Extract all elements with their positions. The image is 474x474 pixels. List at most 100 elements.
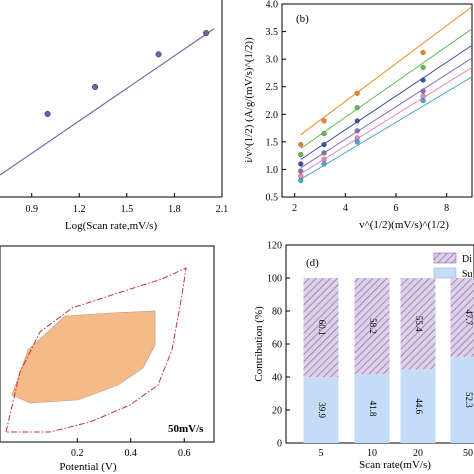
panel-b-y-tick-label: 3.0 [266, 55, 279, 66]
surface-value-label: 52.3 [464, 392, 474, 408]
panel-c-frame [0, 245, 215, 443]
panel-b: (b) 0.5 1.0 1.5 2.0 2.5 3.0 3.5 4.0 2 4 6 8 v^(1/2)… [243, 0, 473, 231]
panel-b-x-label: v^(1/2)(mV/s)^(1/2) [359, 219, 449, 231]
diffusion-value-label: 60.1 [317, 320, 327, 336]
panel-c-x-tick-label: 0.4 [125, 448, 138, 459]
panel-a-fit-line [0, 28, 215, 176]
legend-surface-swatch [433, 267, 457, 279]
panel-b-x-tick-label: 2 [292, 203, 297, 214]
panel-b-fit-line [300, 76, 473, 180]
panel-d-y-tick-label: 100 [267, 274, 282, 285]
panel-d-y-label: Contribution (%) [253, 306, 265, 382]
diffusion-value-label: 55.4 [414, 316, 424, 332]
panel-d-y-tick-label: 0 [277, 439, 282, 450]
panel-b-point [298, 151, 304, 158]
panel-b-fit-line [300, 57, 473, 169]
panel-d-y-tick-label: 80 [272, 307, 282, 318]
surface-value-label: 39.9 [317, 402, 327, 418]
panel-a-x-tick-label: 0.9 [25, 204, 38, 215]
surface-bar [354, 374, 390, 443]
panel-b-fit-line [300, 44, 473, 160]
diffusion-bar [354, 278, 390, 375]
panel-d-x-tick-label: 20 [413, 448, 423, 459]
panel-a-point [203, 29, 210, 37]
cv-curve [5, 267, 187, 433]
panel-b-fit-line [300, 66, 473, 175]
panel-b-y-tick-label: 3.5 [266, 27, 279, 38]
panel-b-point [354, 105, 360, 111]
diffusion-value-label: 47.7 [464, 309, 474, 325]
panel-a-point [44, 110, 51, 117]
panel-d-bars: 39.9 60.1 41.8 58.2 44.6 55.4 52.3 47.7 [303, 278, 474, 443]
panel-b-point [298, 161, 304, 167]
panel-a-point [92, 83, 99, 91]
panel-b-point [321, 161, 327, 167]
surface-bar [303, 377, 339, 443]
panel-b-point [298, 142, 304, 148]
legend-diffusion-swatch [433, 252, 457, 264]
panel-d-label: (d) [306, 257, 319, 269]
diffusion-bar [303, 278, 339, 378]
surface-bar [400, 369, 436, 443]
panel-c-ticks: 0.2 0.4 0.6 [71, 438, 191, 459]
panel-a-x-label: Log(Scan rate,mV/s) [65, 220, 158, 232]
panel-d-x-tick-label: 5 [319, 448, 324, 459]
panel-d-x-label: Scan rate(mV/s) [359, 459, 431, 471]
panel-b-point [354, 139, 360, 145]
panel-b-point [354, 118, 360, 124]
panel-d-y-tick-label: 60 [272, 340, 282, 351]
panel-b-point [321, 131, 327, 137]
panel-b-point [354, 128, 360, 134]
diffusion-value-label: 58.2 [368, 318, 378, 334]
panel-b-x-tick-label: 6 [394, 203, 399, 214]
scan-rate-annotation: 50mV/s [168, 423, 204, 435]
legend-surface-label: Su [462, 269, 473, 280]
panel-b-y-label: i/v^(1/2) (A/g/(mV/s)^(1/2)) [243, 37, 255, 163]
panel-c: 50mV/s 0.2 0.4 0.6 Potential (V) [0, 245, 215, 473]
panel-a-point [155, 51, 162, 58]
panel-a-x-tick-label: 1.2 [73, 204, 86, 215]
panel-b-x-tick-label: 4 [343, 203, 348, 214]
panel-b-y-tick-label: 0.5 [266, 193, 279, 204]
panel-b-fit-line [300, 28, 473, 149]
panel-a-ticks: 0.9 1.2 1.5 1.8 2.1 [25, 193, 228, 215]
panel-b-point [420, 64, 426, 70]
diffusion-bar [400, 278, 436, 370]
panel-b-ticks: 0.5 1.0 1.5 2.0 2.5 3.0 3.5 4.0 2 4 6 8 [266, 0, 450, 214]
panel-b-y-tick-label: 1.0 [266, 165, 279, 176]
diffusion-bar [450, 278, 474, 357]
panel-b-x-tick-label: 8 [444, 203, 449, 214]
panel-d-y-tick-label: 120 [267, 241, 282, 252]
panel-b-label: (b) [296, 13, 309, 25]
panel-c-x-label: Potential (V) [59, 461, 116, 473]
panel-b-plot [298, 6, 473, 184]
panel-b-point [321, 142, 327, 148]
panel-c-x-tick-label: 0.6 [178, 448, 191, 459]
panel-a-x-tick-label: 1.8 [168, 204, 181, 215]
surface-value-label: 41.8 [368, 401, 378, 417]
surface-value-label: 44.6 [414, 398, 424, 414]
capacitive-area [11, 310, 156, 404]
panel-b-fit-line [300, 6, 473, 136]
panel-d-x-tick-label: 10 [367, 448, 377, 459]
panel-b-y-tick-label: 4.0 [266, 0, 279, 11]
panel-a-x-tick-label: 2.1 [216, 204, 229, 215]
panel-b-point [298, 177, 304, 184]
panel-b-point [298, 173, 304, 179]
panel-b-point [420, 93, 426, 99]
panel-b-point [321, 156, 327, 163]
panel-a-plot [0, 28, 215, 176]
panel-b-point [420, 49, 426, 56]
panel-d-x-tick-label: 50 [463, 448, 473, 459]
panel-d-ticks: 0 20 40 60 80 100 120 5 10 20 50 [267, 241, 473, 460]
panel-b-y-tick-label: 2.0 [266, 110, 279, 121]
panel-a: 0.9 1.2 1.5 1.8 2.1 Log(Scan rate,mV/s) [0, 0, 228, 232]
panel-b-frame [281, 3, 473, 198]
panel-b-point [420, 97, 426, 104]
surface-bar [450, 356, 474, 443]
panel-b-point [420, 77, 426, 83]
panel-d-legend: Di Su [433, 252, 473, 280]
panel-b-point [420, 88, 426, 94]
panel-d-y-tick-label: 40 [272, 373, 282, 384]
